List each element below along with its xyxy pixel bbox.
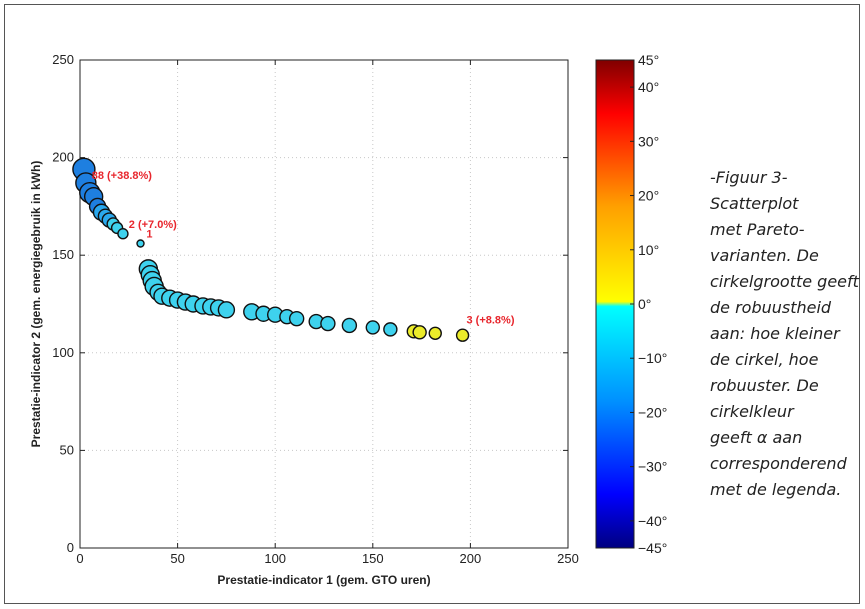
data-point bbox=[136, 239, 145, 248]
data-point bbox=[383, 322, 398, 337]
y-axis-ticks: 0 50 100 150 200 250 bbox=[52, 52, 568, 555]
point-annotation: 1 bbox=[146, 229, 152, 241]
x-axis-ticks: 0 50 100 150 200 250 bbox=[76, 60, 579, 566]
caption-line: Scatterplot bbox=[710, 194, 799, 213]
data-point bbox=[412, 325, 427, 340]
caption-line: robuuster. De bbox=[710, 376, 819, 395]
y-tick-label: 100 bbox=[52, 345, 74, 360]
colorbar-tick-label: −20° bbox=[638, 404, 667, 420]
y-tick-label: 150 bbox=[52, 247, 74, 262]
colorbar-ticks: 45° 40° 30° 20° 10° 0° −10° −20° −30° −40° −45° bbox=[630, 52, 667, 556]
annotations: 88 (+38.8%) 2 (+7.0%)1 3 (+8.8%) bbox=[92, 170, 515, 326]
data-point bbox=[320, 315, 336, 332]
caption-line: cirkelgrootte geeft bbox=[710, 272, 859, 291]
colorbar-tick-label: 45° bbox=[638, 52, 659, 68]
data-point bbox=[428, 326, 442, 340]
y-tick-label: 200 bbox=[52, 150, 74, 165]
colorbar-tick-label: 20° bbox=[638, 188, 659, 204]
caption-line: varianten. De bbox=[710, 246, 819, 265]
caption-line: de cirkel, hoe bbox=[710, 350, 819, 369]
x-tick-label: 250 bbox=[557, 551, 579, 566]
colorbar-tick-label: 40° bbox=[638, 79, 659, 95]
caption-line: cirkelkleur bbox=[710, 402, 794, 421]
figure-caption: -Figuur 3- Scatterplot met Pareto-variante… bbox=[710, 165, 860, 503]
plot-area bbox=[80, 60, 568, 548]
y-tick-label: 0 bbox=[67, 540, 74, 555]
x-tick-label: 50 bbox=[170, 551, 184, 566]
y-axis-label: Prestatie-indicator 2 (gem. energiegebru… bbox=[29, 161, 43, 448]
data-point bbox=[217, 301, 236, 319]
data-point bbox=[288, 310, 305, 327]
colorbar-tick-label: −40° bbox=[638, 513, 667, 529]
data-points bbox=[72, 157, 470, 342]
colorbar-tick-label: 10° bbox=[638, 242, 659, 258]
data-point bbox=[365, 320, 380, 335]
caption-line: -Figuur 3- bbox=[710, 168, 788, 187]
x-tick-label: 0 bbox=[76, 551, 83, 566]
x-tick-label: 100 bbox=[264, 551, 286, 566]
colorbar-tick-label: 0° bbox=[638, 296, 651, 312]
caption-line: corresponderend bbox=[710, 454, 847, 473]
point-annotation: 88 (+38.8%) bbox=[92, 170, 153, 182]
plot-border bbox=[79, 59, 569, 549]
x-axis-label: Prestatie-indicator 1 (gem. GTO uren) bbox=[217, 573, 430, 587]
point-annotation: 3 (+8.8%) bbox=[466, 315, 514, 327]
y-tick-label: 250 bbox=[52, 52, 74, 67]
colorbar-tick-label: −45° bbox=[638, 540, 667, 556]
colorbar-tick-label: 30° bbox=[638, 133, 659, 149]
colorbar-tick-label: −30° bbox=[638, 459, 667, 475]
caption-line: de robuustheid bbox=[710, 298, 832, 317]
colorbar-tick-label: −10° bbox=[638, 350, 667, 366]
caption-line: met Pareto- bbox=[710, 220, 805, 239]
caption-line: met de legenda. bbox=[710, 480, 842, 499]
caption-line: aan: hoe kleiner bbox=[710, 324, 840, 343]
x-tick-label: 150 bbox=[362, 551, 384, 566]
data-point bbox=[455, 328, 470, 342]
data-point bbox=[117, 228, 129, 240]
x-tick-label: 200 bbox=[460, 551, 482, 566]
colorbar bbox=[595, 59, 635, 549]
caption-line: geeft α aan bbox=[710, 428, 803, 447]
point-annotation: 2 (+7.0%) bbox=[129, 219, 177, 231]
data-point bbox=[341, 317, 358, 334]
y-tick-label: 50 bbox=[60, 442, 74, 457]
